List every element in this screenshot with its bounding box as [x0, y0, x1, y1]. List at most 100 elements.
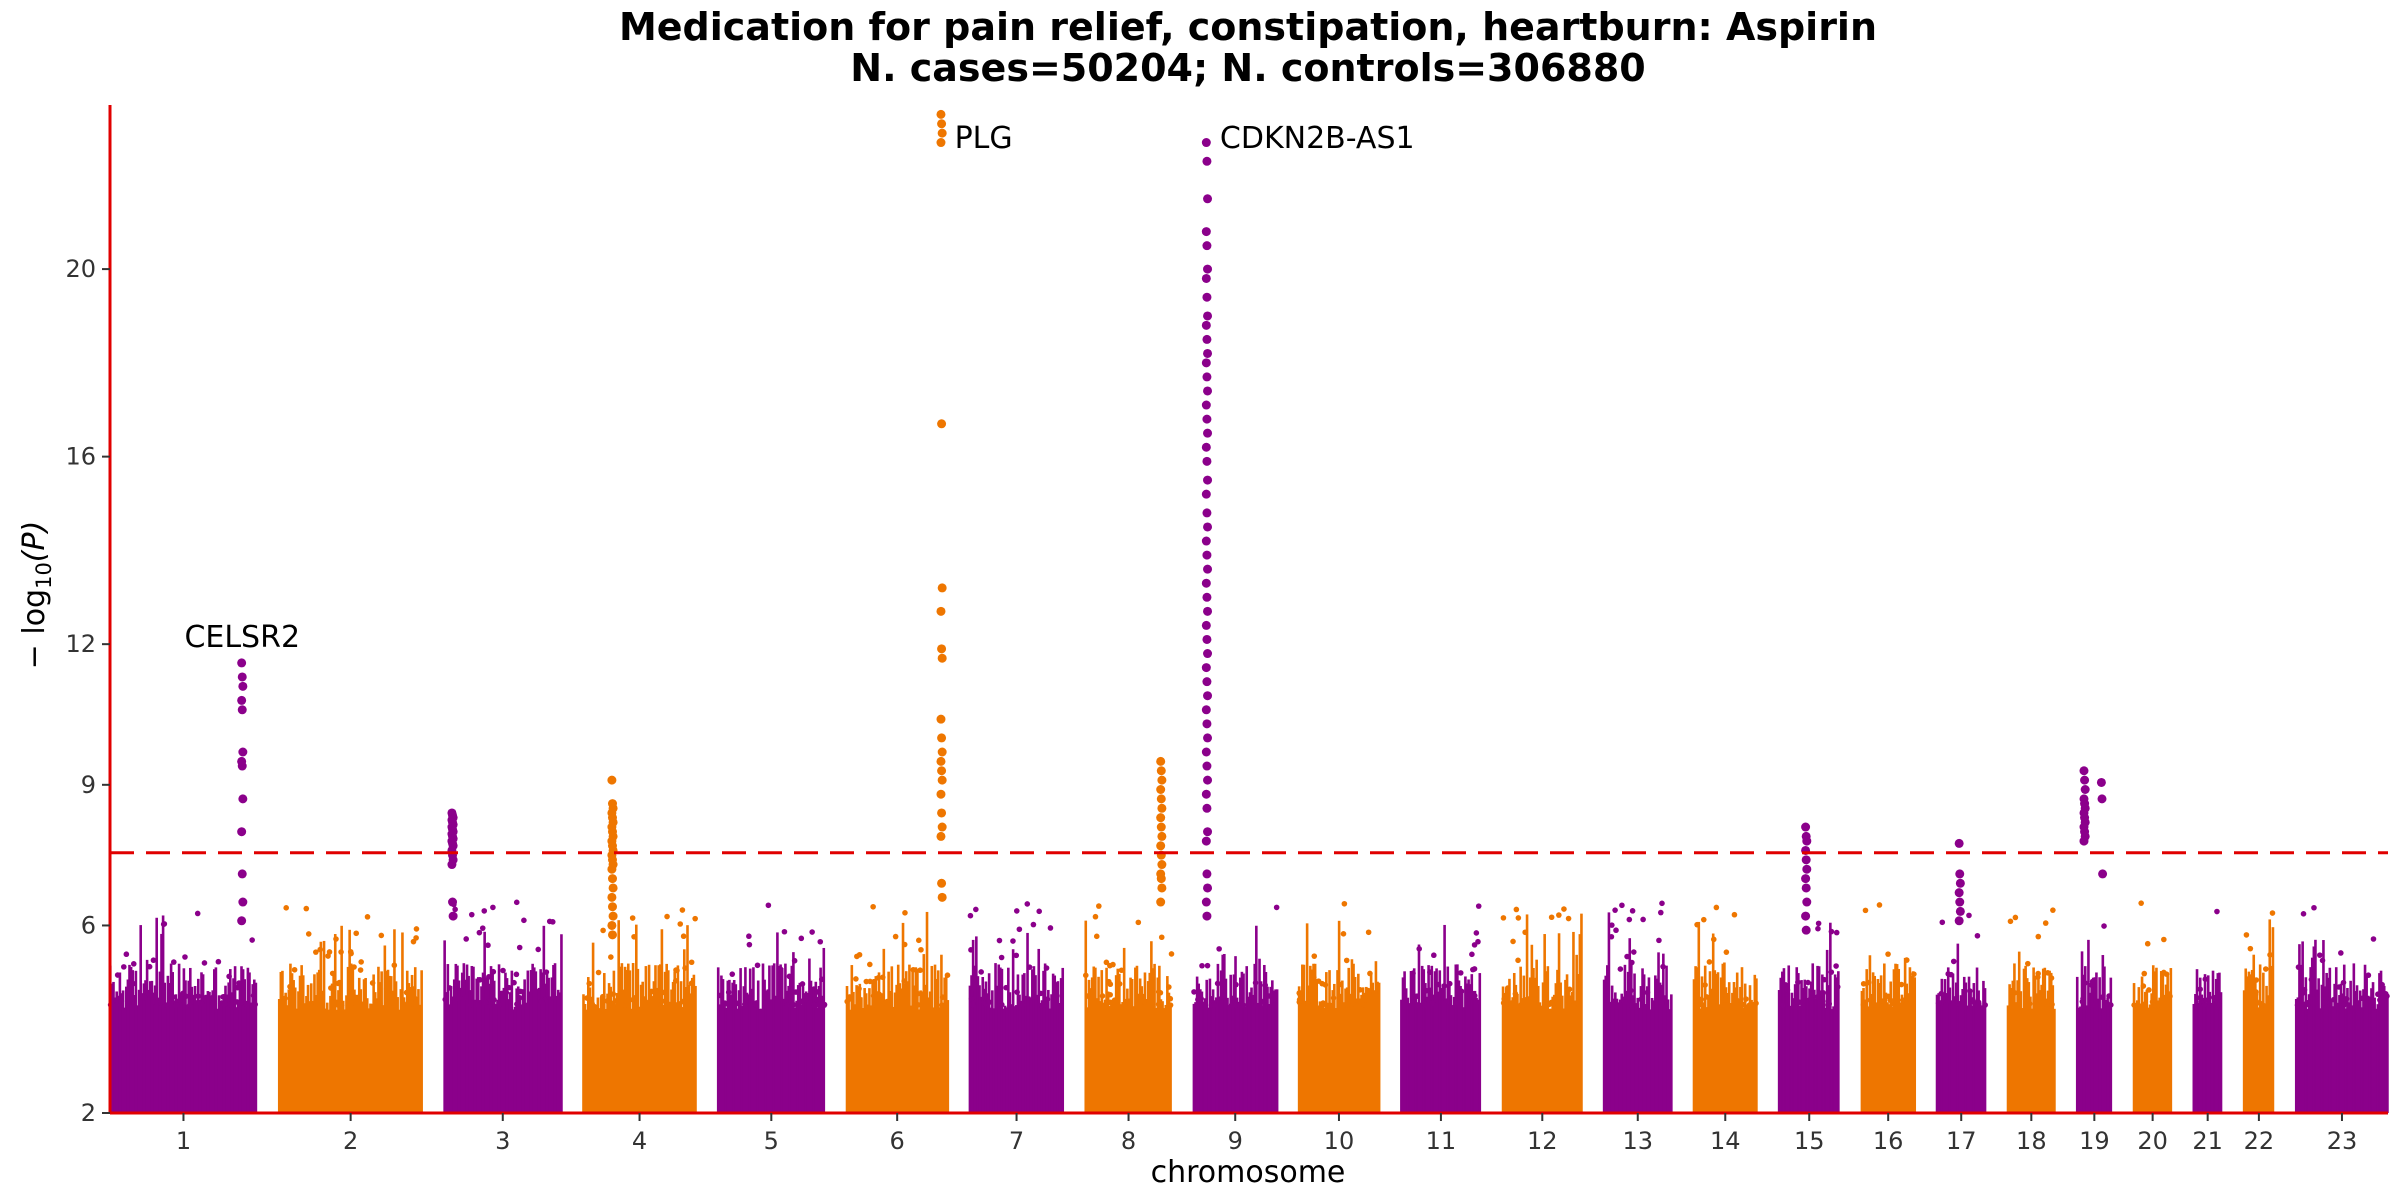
variant-band [803, 993, 806, 1113]
variant-band [1512, 972, 1516, 1113]
variant-band [1663, 995, 1667, 1113]
variant-band [1969, 992, 1972, 1113]
variant-band [1409, 971, 1413, 1113]
peak-chr-6 [936, 109, 947, 902]
peak-point [1201, 442, 1211, 452]
variant-point [473, 1001, 480, 1008]
chromosome-points-10 [1296, 900, 1381, 1113]
variant-band [604, 1008, 608, 1113]
variant-point [647, 997, 654, 1003]
chromosome-points-15 [1777, 920, 1841, 1113]
variant-band [1121, 1002, 1124, 1113]
variant-point [1357, 987, 1363, 993]
variant-point [150, 992, 156, 999]
peak-point [237, 761, 247, 771]
variant-point [1629, 959, 1635, 966]
variant-band [507, 999, 510, 1113]
variant-band [1911, 971, 1915, 1113]
variant-band [1253, 963, 1257, 1113]
peak-point [1201, 273, 1211, 283]
variant-band [1745, 1004, 1749, 1113]
variant-point [377, 1000, 383, 1007]
variant-point [517, 988, 524, 995]
variant-point [1659, 1000, 1665, 1007]
x-tick-label: 21 [2192, 1127, 2223, 1155]
peak-chr-1 [237, 658, 248, 926]
variant-band [779, 964, 782, 1113]
variant-point [600, 993, 606, 1000]
variant-point [1505, 985, 1511, 991]
variant-point [1270, 996, 1277, 1003]
variant-point [1825, 998, 1832, 1004]
variant-band [1271, 980, 1274, 1113]
variant-band [1195, 976, 1199, 1113]
variant-band [665, 963, 668, 1113]
variant-band [892, 1006, 895, 1113]
variant-band [1261, 1005, 1265, 1113]
variant-band [301, 975, 305, 1113]
variant-band [1235, 997, 1239, 1113]
variant-band [1003, 1005, 1007, 1113]
variant-band [446, 964, 450, 1113]
variant-band [766, 989, 770, 1113]
variant-point [1815, 925, 1821, 932]
variant-band [994, 963, 997, 1113]
variant-band [160, 933, 163, 1113]
variant-band [924, 984, 927, 1113]
variant-band [1564, 979, 1567, 1113]
variant-band [1860, 990, 1864, 1113]
variant-point [1093, 933, 1100, 940]
variant-point [317, 946, 324, 953]
variant-band [1368, 988, 1371, 1113]
variant-point [1570, 1002, 1577, 1008]
peak-point [1201, 138, 1211, 148]
variant-band [1050, 994, 1053, 1113]
variant-band [1808, 988, 1811, 1113]
peak-point [1156, 766, 1166, 776]
variant-band [1344, 988, 1347, 1113]
variant-point [1310, 995, 1317, 1001]
variant-band [1886, 1002, 1889, 1113]
variant-band [484, 977, 488, 1113]
variant-point [1296, 996, 1303, 1003]
variant-band [409, 987, 412, 1113]
variant-band [801, 986, 805, 1113]
variant-band [1884, 992, 1888, 1113]
variant-band [2366, 995, 2370, 1113]
variant-point [1865, 979, 1872, 986]
variant-band [1798, 1005, 1802, 1113]
variant-band [855, 985, 858, 1113]
variant-band [1103, 999, 1107, 1113]
variant-band [1061, 967, 1065, 1113]
variant-point [2214, 908, 2220, 915]
variant-band [1142, 993, 1145, 1113]
variant-band [155, 917, 158, 1113]
variant-band [800, 1004, 803, 1113]
peak-point [1202, 634, 1212, 644]
variant-band [1980, 1005, 1984, 1113]
variant-point [619, 1001, 625, 1008]
variant-band [173, 1000, 176, 1113]
variant-point [1024, 901, 1031, 907]
variant-band [2203, 974, 2207, 1113]
variant-band [1408, 1003, 1411, 1113]
variant-point [723, 1000, 730, 1007]
variant-point [1898, 981, 1905, 988]
variant-point [167, 1001, 174, 1007]
variant-band [113, 997, 117, 1113]
variant-band [1444, 1002, 1448, 1113]
variant-point [746, 941, 753, 948]
variant-point [496, 1002, 502, 1008]
variant-band [1666, 999, 1670, 1113]
variant-band [1546, 966, 1550, 1113]
variant-band [397, 1009, 401, 1113]
variant-band [946, 1000, 950, 1113]
variant-band [1615, 998, 1619, 1113]
variant-point [1435, 981, 1442, 988]
variant-band [856, 989, 860, 1113]
variant-point [1296, 990, 1303, 996]
variant-band [131, 970, 134, 1113]
variant-band [2022, 968, 2026, 1113]
variant-point [1860, 1001, 1867, 1008]
variant-point [2330, 996, 2337, 1003]
